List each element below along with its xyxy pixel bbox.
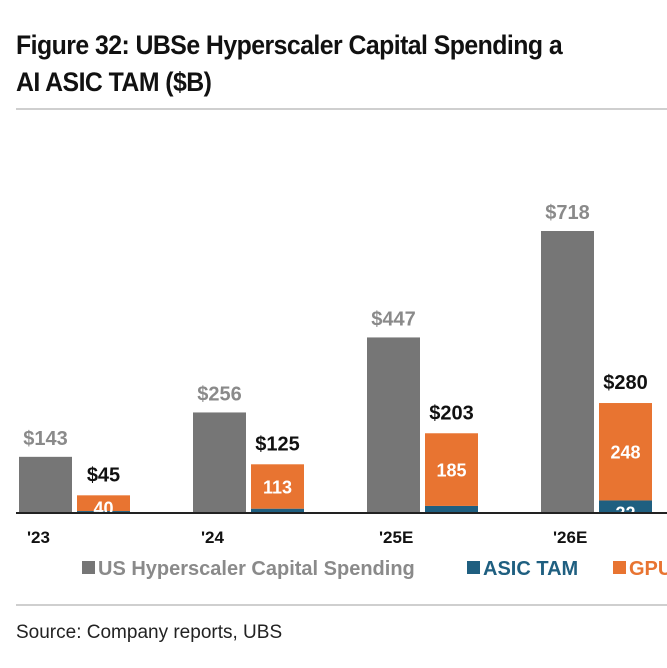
label-capex: $718 (545, 202, 590, 224)
label-capex: $256 (197, 383, 242, 405)
label-gpu: 40 (93, 498, 113, 518)
chart-title-line-2: AI ASIC TAM ($B) (16, 67, 212, 97)
legend-label: ASIC TAM (483, 558, 578, 580)
bar-gpu (77, 495, 130, 512)
bar-asic (425, 505, 478, 513)
x-tick-labels: '23 '24 '25E '26E (27, 528, 587, 547)
legend: US Hyperscaler Capital Spending ASIC TAM G… (82, 558, 667, 580)
bar-gpu (251, 464, 304, 509)
label-gpu: 248 (610, 443, 640, 463)
legend-swatch (613, 561, 626, 574)
x-tick-label: '26E (553, 528, 587, 547)
label-total: $280 (603, 372, 648, 394)
top-divider (16, 108, 667, 110)
legend-label: GPU (629, 558, 667, 580)
bar-capex (541, 231, 594, 513)
x-tick-label: '25E (379, 528, 413, 547)
label-capex: $447 (371, 308, 416, 330)
label-total: $203 (429, 402, 474, 424)
bar-asic (599, 500, 652, 513)
label-total: $125 (255, 433, 300, 455)
bar-capex (19, 456, 72, 513)
legend-swatch (82, 561, 95, 574)
bar-gpu (599, 403, 652, 501)
label-asic: 18 (441, 509, 461, 529)
bottom-divider (16, 604, 667, 606)
label-asic: 11 (268, 512, 287, 532)
legend-swatch (467, 561, 480, 574)
bar-gpu (425, 433, 478, 506)
legend-label: US Hyperscaler Capital Spending (98, 558, 415, 580)
x-tick-label: '23 (27, 528, 50, 547)
x-tick-label: '24 (201, 528, 224, 547)
bars-group: $143 405 $45 $256 113 11 $125 $447 185 18 $203 $718… (19, 202, 652, 534)
bar-capex (367, 337, 420, 513)
label-capex: $143 (23, 428, 68, 450)
label-asic: 5 (98, 514, 108, 534)
label-gpu: 185 (436, 461, 466, 481)
bar-chart: $143 405 $45 $256 113 11 $125 $447 185 18 $203 $718… (16, 202, 667, 580)
label-asic: 32 (615, 503, 635, 523)
source-note: Source: Company reports, UBS (16, 622, 283, 643)
bar-capex (193, 412, 246, 513)
label-gpu: 113 (263, 477, 292, 497)
label-total: $45 (87, 464, 120, 486)
chart-title-line-1: Figure 32: UBSe Hyperscaler Capital Spen… (16, 30, 563, 60)
bar-asic (251, 508, 304, 513)
